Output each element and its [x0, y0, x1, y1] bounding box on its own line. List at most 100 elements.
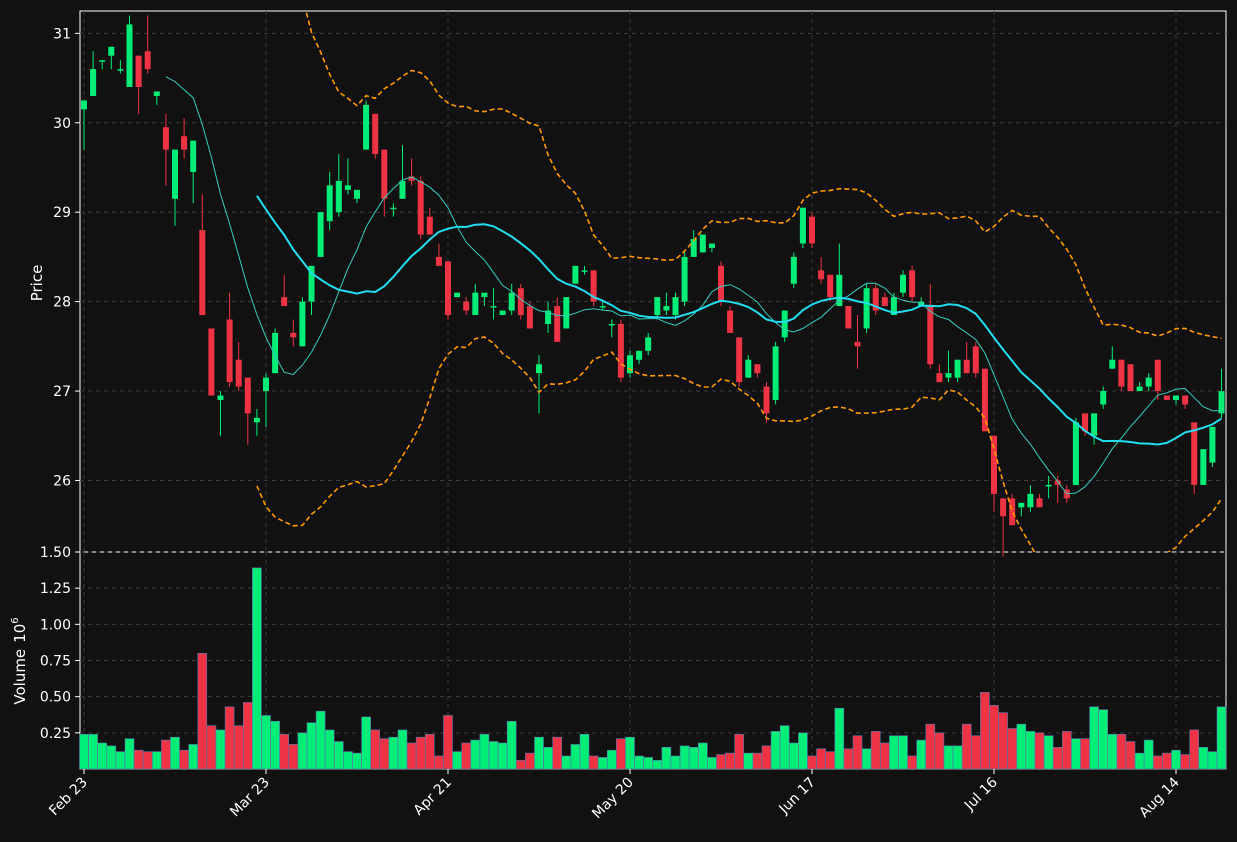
volume-bar	[1162, 752, 1172, 770]
candle-body	[290, 332, 297, 338]
candle-body	[1027, 493, 1034, 508]
volume-bar	[506, 720, 517, 770]
volume-bar	[297, 732, 308, 770]
candle-body	[244, 377, 251, 414]
volume-bar	[561, 755, 572, 770]
volume-bar	[998, 712, 1008, 770]
volume-bar	[388, 736, 399, 770]
candle-body	[1163, 395, 1170, 400]
candle-body	[526, 306, 533, 329]
volume-bar	[161, 739, 171, 770]
volume-bar	[79, 733, 89, 770]
volume-bar	[488, 741, 499, 770]
x-tick-label: May 20	[589, 775, 637, 823]
volume-bar	[752, 752, 763, 770]
volume-bar	[452, 751, 462, 770]
volume-bar	[1016, 723, 1027, 770]
volume-bar	[697, 742, 708, 770]
volume-bar	[843, 748, 854, 770]
candle-body	[499, 310, 506, 316]
x-tick-label: Jul 16	[961, 774, 1001, 814]
volume-bar	[1043, 735, 1054, 770]
volume-tick-label: 1.50	[40, 545, 71, 561]
candle-body	[481, 292, 488, 298]
candle-body	[763, 386, 770, 414]
candle-body	[326, 185, 333, 222]
volume-bar	[980, 692, 990, 770]
volume-bar	[716, 754, 726, 770]
candle-body	[363, 104, 370, 150]
candle-body	[1173, 395, 1179, 400]
candle-body	[991, 435, 997, 494]
volume-bar	[306, 722, 317, 770]
volume-bar	[770, 731, 781, 770]
volume-bar	[889, 735, 899, 770]
candle-body	[572, 265, 579, 284]
candle-body	[627, 355, 633, 374]
candle-body	[745, 359, 752, 378]
candle-body	[1191, 422, 1198, 485]
candle-body	[517, 288, 524, 316]
candlesticks	[81, 15, 1225, 557]
candle-body	[809, 216, 815, 244]
candle-body	[1136, 386, 1143, 392]
candle-body	[208, 328, 215, 396]
volume-bar	[206, 725, 217, 770]
volume-bar	[798, 732, 808, 770]
volume-tick-label: 1.00	[40, 617, 71, 633]
volume-bar	[688, 746, 699, 770]
candle-body	[1054, 480, 1061, 485]
candle-body	[153, 91, 160, 96]
candle-body	[890, 297, 897, 316]
candle-body	[736, 337, 743, 383]
volume-bar	[788, 742, 799, 770]
volume-bar	[743, 752, 754, 770]
volume-bar	[807, 755, 817, 770]
volume-bar	[224, 706, 235, 770]
volume-bar	[898, 735, 908, 770]
candle-body	[281, 297, 288, 307]
candle-body	[781, 310, 788, 338]
candle-body	[1209, 426, 1216, 463]
volume-bar	[625, 736, 635, 770]
volume-bar	[570, 744, 581, 770]
volume-bar	[606, 749, 617, 770]
candle-body	[608, 323, 615, 326]
volume-bar	[670, 755, 681, 770]
price-panel-frame	[79, 10, 1227, 553]
candle-body	[190, 140, 197, 172]
volume-tick-label: 0.50	[40, 690, 71, 706]
candle-body	[426, 216, 433, 235]
volume-bar	[1125, 741, 1136, 770]
volume-bar	[188, 744, 198, 770]
volume-bar	[1198, 746, 1209, 770]
candle-body	[354, 189, 360, 199]
volume-bar	[1052, 746, 1063, 770]
volume-bar	[643, 757, 654, 770]
volume-bar	[779, 725, 790, 770]
volume-bar	[1153, 755, 1163, 770]
price-y-ticks: 26 27 28 29 30 31	[53, 26, 80, 489]
volume-bar	[961, 723, 972, 770]
volume-bar	[97, 742, 107, 770]
x-tick-label: Jun 17	[776, 775, 819, 818]
candle-body	[199, 230, 206, 316]
volume-bar	[652, 760, 663, 770]
candle-body	[636, 350, 643, 360]
candle-body	[1154, 359, 1161, 392]
price-tick-label: 29	[53, 205, 71, 221]
candle-body	[181, 136, 188, 150]
candle-body	[945, 373, 952, 378]
volume-bar	[361, 716, 371, 770]
volume-bar	[588, 755, 599, 770]
candle-body	[1127, 364, 1134, 392]
candle-body	[108, 46, 115, 56]
candle-body	[1218, 391, 1225, 414]
volume-bar	[543, 746, 553, 770]
volume-bar	[170, 736, 180, 770]
volume-y-ticks: 0.25 0.50 0.75 1.00 1.25 1.50	[40, 545, 80, 742]
candle-body	[344, 185, 351, 190]
volume-bar	[270, 720, 280, 770]
upper-band-line	[305, 11, 1222, 340]
